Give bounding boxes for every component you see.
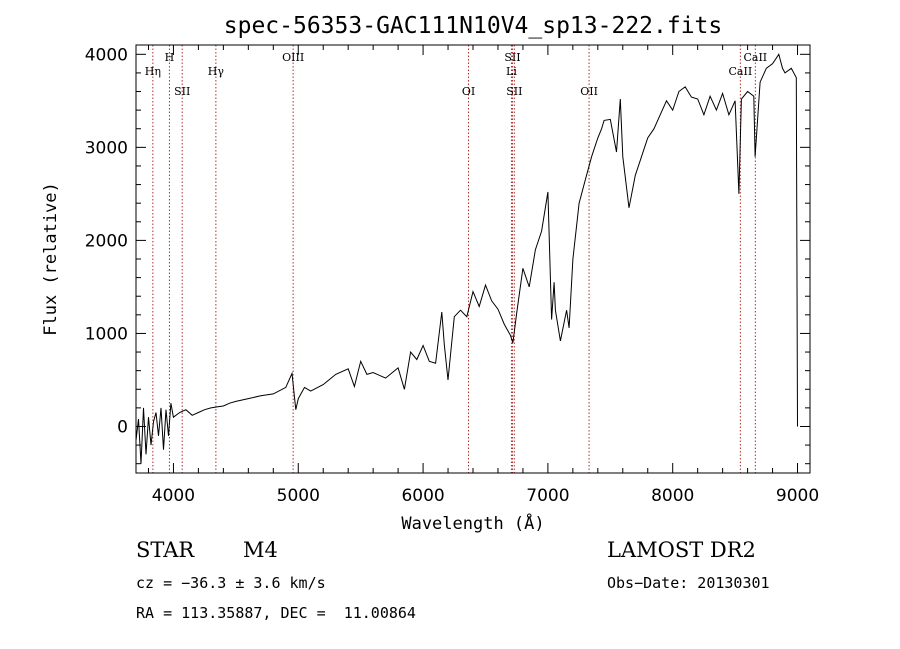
line-marker-label: Hη: [145, 65, 161, 78]
line-marker-label: CaII: [743, 51, 767, 64]
y-tick-label: 2000: [85, 231, 128, 251]
y-axis-ticks: 0 1000 2000 3000 4000: [85, 45, 810, 465]
line-marker-label: Hγ: [208, 65, 225, 78]
x-axis-label: Wavelength (Å): [401, 512, 544, 534]
line-marker-label: CaII: [729, 65, 753, 78]
sky-coordinates: RA = 113.35887, DEC = 11.00864: [136, 604, 416, 622]
line-marker-label: H: [165, 51, 175, 64]
line-marker-label: SII: [504, 51, 520, 64]
x-tick-label: 4000: [152, 486, 195, 506]
y-tick-label: 0: [117, 417, 128, 437]
line-marker-group: [152, 45, 756, 473]
x-tick-label: 9000: [776, 486, 819, 506]
x-tick-label: 7000: [526, 486, 569, 506]
spectrum-chart: spec-56353-GAC111N10V4_sp13-222.fits Hη H…: [41, 13, 819, 534]
y-axis-label: Flux (relative): [41, 182, 61, 336]
x-tick-label: 6000: [401, 486, 444, 506]
line-marker-label: OIII: [282, 51, 304, 64]
object-subclass: M4: [243, 538, 278, 562]
object-class: STAR: [136, 538, 195, 562]
spectrum-series-line: [135, 53, 798, 464]
line-marker-label: SII: [174, 85, 190, 98]
line-marker-label: Li: [506, 65, 517, 78]
x-tick-label: 5000: [277, 486, 320, 506]
observation-date: Obs−Date: 20130301: [607, 574, 770, 592]
chart-title: spec-56353-GAC111N10V4_sp13-222.fits: [224, 13, 723, 39]
survey-name: LAMOST DR2: [607, 538, 756, 562]
y-tick-label: 1000: [85, 324, 128, 344]
plot-frame: [135, 44, 811, 474]
redshift-cz: cz = −36.3 ± 3.6 km/s: [136, 574, 326, 592]
line-marker-label: OI: [462, 85, 475, 98]
y-tick-label: 4000: [85, 45, 128, 65]
x-tick-label: 8000: [651, 486, 694, 506]
x-axis-ticks: 4000 5000 6000 7000 8000 9000: [147, 45, 819, 506]
y-tick-label: 3000: [85, 138, 128, 158]
line-marker-label: SII: [506, 85, 522, 98]
line-marker-label: OII: [580, 85, 598, 98]
